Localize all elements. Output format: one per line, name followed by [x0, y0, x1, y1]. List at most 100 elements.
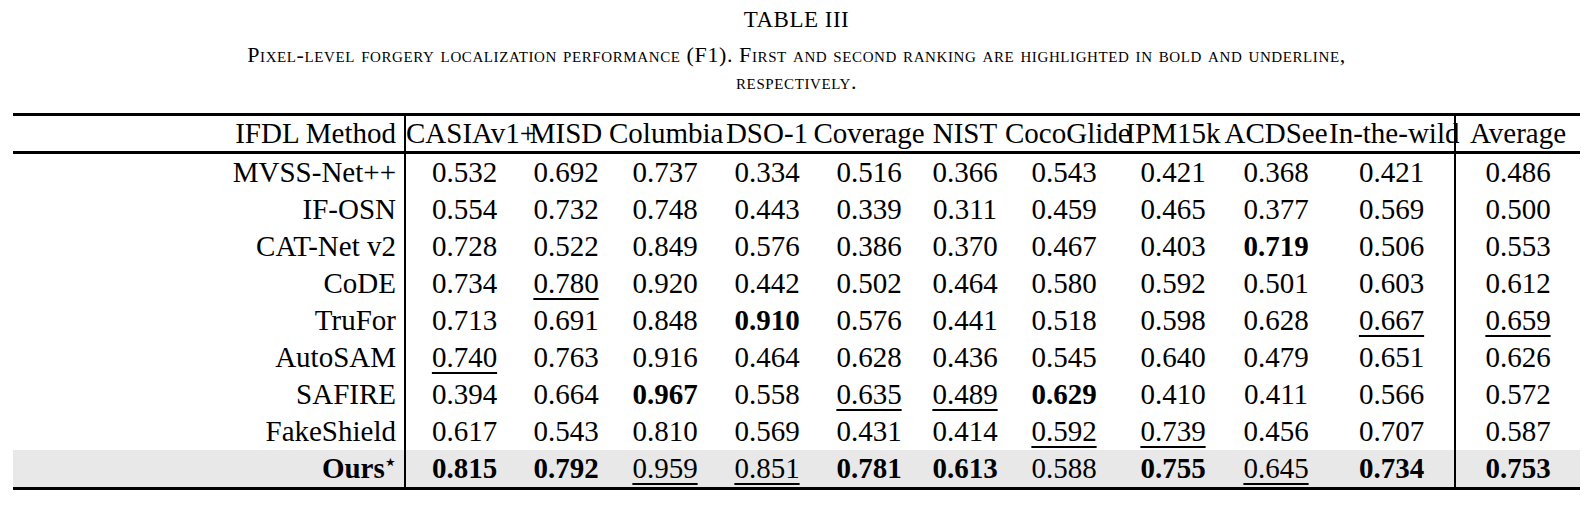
value-text: 0.592 — [1031, 415, 1096, 447]
header-row: IFDL MethodCASIAv1+MISDColumbiaDSO-1Cove… — [13, 115, 1580, 153]
value-text: 0.691 — [533, 304, 598, 336]
value-cell: 0.421 — [1123, 153, 1223, 192]
value-text: 0.467 — [1031, 230, 1096, 262]
value-cell: 0.522 — [523, 228, 609, 265]
value-cell: 0.713 — [405, 302, 523, 339]
table-row: CAT-Net v20.7280.5220.8490.5760.3860.370… — [13, 228, 1580, 265]
value-text: 0.592 — [1140, 267, 1205, 299]
value-cell: 0.442 — [721, 265, 813, 302]
value-cell: 0.635 — [813, 376, 925, 413]
value-text: 0.739 — [1140, 415, 1205, 447]
value-text: 0.664 — [533, 378, 598, 410]
value-text: 0.501 — [1243, 267, 1308, 299]
table-row: SAFIRE0.3940.6640.9670.5580.6350.4890.62… — [13, 376, 1580, 413]
value-text: 0.370 — [932, 230, 997, 262]
value-cell: 0.410 — [1123, 376, 1223, 413]
value-cell: 0.629 — [1005, 376, 1123, 413]
value-cell: 0.489 — [925, 376, 1005, 413]
method-label: TruFor — [315, 304, 396, 336]
value-text: 0.755 — [1140, 452, 1205, 484]
value-cell: 0.370 — [925, 228, 1005, 265]
value-cell: 0.613 — [925, 450, 1005, 489]
value-text: 0.569 — [734, 415, 799, 447]
method-label: CAT-Net v2 — [256, 230, 396, 262]
value-text: 0.489 — [932, 378, 997, 410]
value-cell: 0.748 — [609, 191, 721, 228]
value-cell: 0.532 — [405, 153, 523, 192]
col-header-misd: MISD — [523, 115, 609, 153]
value-text: 0.411 — [1244, 378, 1308, 410]
value-text: 0.500 — [1485, 193, 1550, 225]
table-row: CoDE0.7340.7800.9200.4420.5020.4640.5800… — [13, 265, 1580, 302]
value-text: 0.414 — [932, 415, 997, 447]
value-cell: 0.734 — [1329, 450, 1455, 489]
value-cell: 0.692 — [523, 153, 609, 192]
value-text: 0.748 — [632, 193, 697, 225]
value-cell: 0.339 — [813, 191, 925, 228]
method-cell: TruFor — [13, 302, 405, 339]
value-text: 0.456 — [1243, 415, 1308, 447]
method-cell: SAFIRE — [13, 376, 405, 413]
value-cell: 0.707 — [1329, 413, 1455, 450]
value-cell: 0.617 — [405, 413, 523, 450]
value-text: 0.849 — [632, 230, 697, 262]
value-cell: 0.516 — [813, 153, 925, 192]
value-cell: 0.740 — [405, 339, 523, 376]
value-cell: 0.780 — [523, 265, 609, 302]
value-text: 0.543 — [533, 415, 598, 447]
value-text: 0.566 — [1359, 378, 1424, 410]
value-cell: 0.366 — [925, 153, 1005, 192]
value-cell: 0.311 — [925, 191, 1005, 228]
table-row: Ours⋆0.8150.7920.9590.8510.7810.6130.588… — [13, 450, 1580, 489]
value-text: 0.626 — [1485, 341, 1550, 373]
value-text: 0.459 — [1031, 193, 1096, 225]
value-text: 0.516 — [836, 156, 901, 188]
value-text: 0.366 — [932, 156, 997, 188]
value-text: 0.659 — [1485, 304, 1550, 336]
value-text: 0.713 — [432, 304, 497, 336]
value-cell: 0.501 — [1223, 265, 1329, 302]
value-text: 0.386 — [836, 230, 901, 262]
value-cell: 0.588 — [1005, 450, 1123, 489]
value-text: 0.667 — [1359, 304, 1424, 336]
value-text: 0.920 — [632, 267, 697, 299]
value-text: 0.651 — [1359, 341, 1424, 373]
value-cell: 0.719 — [1223, 228, 1329, 265]
method-cell: CoDE — [13, 265, 405, 302]
value-cell: 0.545 — [1005, 339, 1123, 376]
col-header-cocoglide: CocoGlide — [1005, 115, 1123, 153]
value-cell: 0.558 — [721, 376, 813, 413]
value-text: 0.576 — [734, 230, 799, 262]
caption-line-1: Pixel-level forgery localization perform… — [0, 41, 1593, 68]
value-text: 0.486 — [1485, 156, 1550, 188]
method-label: SAFIRE — [296, 378, 396, 410]
table-row: IF-OSN0.5540.7320.7480.4430.3390.3110.45… — [13, 191, 1580, 228]
value-cell: 0.467 — [1005, 228, 1123, 265]
value-text: 0.339 — [836, 193, 901, 225]
value-cell: 0.967 — [609, 376, 721, 413]
value-cell: 0.506 — [1329, 228, 1455, 265]
value-cell: 0.576 — [813, 302, 925, 339]
value-cell: 0.443 — [721, 191, 813, 228]
value-text: 0.645 — [1243, 452, 1308, 484]
value-text: 0.628 — [836, 341, 901, 373]
value-cell: 0.368 — [1223, 153, 1329, 192]
value-text: 0.851 — [734, 452, 799, 484]
value-text: 0.311 — [933, 193, 997, 225]
value-cell: 0.920 — [609, 265, 721, 302]
table-header: IFDL MethodCASIAv1+MISDColumbiaDSO-1Cove… — [13, 115, 1580, 153]
value-text: 0.377 — [1243, 193, 1308, 225]
value-text: 0.603 — [1359, 267, 1424, 299]
method-label: AutoSAM — [275, 341, 396, 373]
col-header-coverage: Coverage — [813, 115, 925, 153]
value-text: 0.613 — [932, 452, 997, 484]
value-cell: 0.386 — [813, 228, 925, 265]
value-text: 0.617 — [432, 415, 497, 447]
value-text: 0.441 — [932, 304, 997, 336]
value-cell: 0.598 — [1123, 302, 1223, 339]
value-text: 0.763 — [533, 341, 598, 373]
value-text: 0.780 — [533, 267, 598, 299]
value-cell: 0.334 — [721, 153, 813, 192]
value-cell: 0.456 — [1223, 413, 1329, 450]
method-cell: CAT-Net v2 — [13, 228, 405, 265]
